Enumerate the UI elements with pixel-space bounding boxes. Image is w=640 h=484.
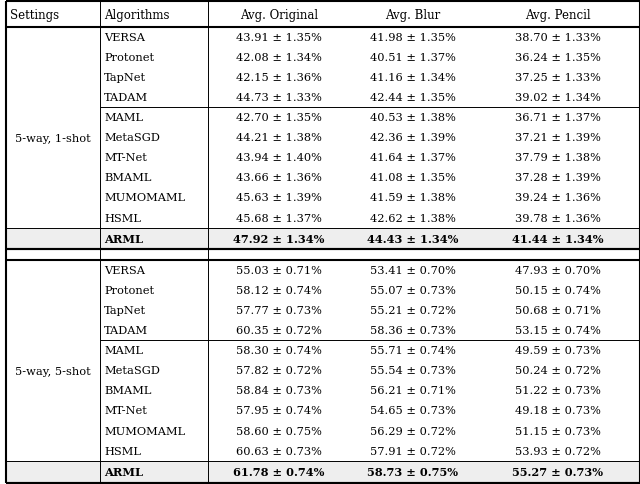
Text: 44.73 ± 1.33%: 44.73 ± 1.33% xyxy=(236,93,322,103)
Text: 42.36 ± 1.39%: 42.36 ± 1.39% xyxy=(370,133,456,143)
Text: 41.59 ± 1.38%: 41.59 ± 1.38% xyxy=(370,193,456,203)
Text: 37.25 ± 1.33%: 37.25 ± 1.33% xyxy=(515,73,600,83)
Text: 57.82 ± 0.72%: 57.82 ± 0.72% xyxy=(236,365,322,376)
Text: 58.60 ± 0.75%: 58.60 ± 0.75% xyxy=(236,426,322,436)
Text: 37.21 ± 1.39%: 37.21 ± 1.39% xyxy=(515,133,600,143)
Text: HSML: HSML xyxy=(104,213,141,223)
Text: 56.21 ± 0.71%: 56.21 ± 0.71% xyxy=(370,386,456,395)
Text: 57.77 ± 0.73%: 57.77 ± 0.73% xyxy=(236,305,322,316)
Text: 43.66 ± 1.36%: 43.66 ± 1.36% xyxy=(236,173,322,183)
Text: 47.93 ± 0.70%: 47.93 ± 0.70% xyxy=(515,265,600,275)
Text: 39.02 ± 1.34%: 39.02 ± 1.34% xyxy=(515,93,600,103)
Text: MT-Net: MT-Net xyxy=(104,406,147,416)
Text: Settings: Settings xyxy=(10,9,60,21)
Text: 43.94 ± 1.40%: 43.94 ± 1.40% xyxy=(236,153,322,163)
Text: 42.44 ± 1.35%: 42.44 ± 1.35% xyxy=(370,93,456,103)
Text: 51.15 ± 0.73%: 51.15 ± 0.73% xyxy=(515,426,600,436)
Text: MUMOMAML: MUMOMAML xyxy=(104,193,185,203)
Bar xyxy=(6,228,640,250)
Text: 55.71 ± 0.74%: 55.71 ± 0.74% xyxy=(370,346,456,355)
Text: Avg. Blur: Avg. Blur xyxy=(385,9,440,21)
Text: 41.64 ± 1.37%: 41.64 ± 1.37% xyxy=(370,153,456,163)
Text: ARML: ARML xyxy=(104,466,143,477)
Text: 38.70 ± 1.33%: 38.70 ± 1.33% xyxy=(515,32,600,43)
Text: MetaSGD: MetaSGD xyxy=(104,133,160,143)
Text: 44.43 ± 1.34%: 44.43 ± 1.34% xyxy=(367,234,458,244)
Text: 55.07 ± 0.73%: 55.07 ± 0.73% xyxy=(370,286,456,295)
Text: MAML: MAML xyxy=(104,346,143,355)
Text: ARML: ARML xyxy=(104,234,143,244)
Text: 42.62 ± 1.38%: 42.62 ± 1.38% xyxy=(370,213,456,223)
Text: 58.36 ± 0.73%: 58.36 ± 0.73% xyxy=(370,325,456,335)
Text: TADAM: TADAM xyxy=(104,93,148,103)
Text: 49.59 ± 0.73%: 49.59 ± 0.73% xyxy=(515,346,600,355)
Text: 41.98 ± 1.35%: 41.98 ± 1.35% xyxy=(370,32,456,43)
Text: 41.08 ± 1.35%: 41.08 ± 1.35% xyxy=(370,173,456,183)
Text: Protonet: Protonet xyxy=(104,53,154,63)
Text: MAML: MAML xyxy=(104,113,143,123)
Text: 39.24 ± 1.36%: 39.24 ± 1.36% xyxy=(515,193,600,203)
Text: 37.28 ± 1.39%: 37.28 ± 1.39% xyxy=(515,173,600,183)
Text: 54.65 ± 0.73%: 54.65 ± 0.73% xyxy=(370,406,456,416)
Text: 57.91 ± 0.72%: 57.91 ± 0.72% xyxy=(370,446,456,456)
Text: TapNet: TapNet xyxy=(104,73,146,83)
Bar xyxy=(6,461,640,483)
Text: 53.41 ± 0.70%: 53.41 ± 0.70% xyxy=(370,265,456,275)
Text: 58.73 ± 0.75%: 58.73 ± 0.75% xyxy=(367,466,458,477)
Text: TADAM: TADAM xyxy=(104,325,148,335)
Text: 36.71 ± 1.37%: 36.71 ± 1.37% xyxy=(515,113,600,123)
Text: 60.35 ± 0.72%: 60.35 ± 0.72% xyxy=(236,325,322,335)
Text: 51.22 ± 0.73%: 51.22 ± 0.73% xyxy=(515,386,600,395)
Text: HSML: HSML xyxy=(104,446,141,456)
Text: 60.63 ± 0.73%: 60.63 ± 0.73% xyxy=(236,446,322,456)
Text: 36.24 ± 1.35%: 36.24 ± 1.35% xyxy=(515,53,600,63)
Text: 45.63 ± 1.39%: 45.63 ± 1.39% xyxy=(236,193,322,203)
Text: 55.03 ± 0.71%: 55.03 ± 0.71% xyxy=(236,265,322,275)
Text: 45.68 ± 1.37%: 45.68 ± 1.37% xyxy=(236,213,322,223)
Text: 47.92 ± 1.34%: 47.92 ± 1.34% xyxy=(234,234,325,244)
Text: BMAML: BMAML xyxy=(104,386,152,395)
Text: 5-way, 1-shot: 5-way, 1-shot xyxy=(15,134,91,144)
Text: Algorithms: Algorithms xyxy=(104,9,170,21)
Text: 5-way, 5-shot: 5-way, 5-shot xyxy=(15,366,91,377)
Text: 58.84 ± 0.73%: 58.84 ± 0.73% xyxy=(236,386,322,395)
Text: 58.30 ± 0.74%: 58.30 ± 0.74% xyxy=(236,346,322,355)
Text: 42.08 ± 1.34%: 42.08 ± 1.34% xyxy=(236,53,322,63)
Text: 42.70 ± 1.35%: 42.70 ± 1.35% xyxy=(236,113,322,123)
Text: TapNet: TapNet xyxy=(104,305,146,316)
Text: Protonet: Protonet xyxy=(104,286,154,295)
Text: 43.91 ± 1.35%: 43.91 ± 1.35% xyxy=(236,32,322,43)
Text: 56.29 ± 0.72%: 56.29 ± 0.72% xyxy=(370,426,456,436)
Text: 41.44 ± 1.34%: 41.44 ± 1.34% xyxy=(512,234,604,244)
Text: 53.15 ± 0.74%: 53.15 ± 0.74% xyxy=(515,325,600,335)
Text: 50.24 ± 0.72%: 50.24 ± 0.72% xyxy=(515,365,600,376)
Text: Avg. Pencil: Avg. Pencil xyxy=(525,9,591,21)
Text: 61.78 ± 0.74%: 61.78 ± 0.74% xyxy=(234,466,325,477)
Text: 39.78 ± 1.36%: 39.78 ± 1.36% xyxy=(515,213,600,223)
Text: VERSA: VERSA xyxy=(104,265,145,275)
Text: 50.68 ± 0.71%: 50.68 ± 0.71% xyxy=(515,305,600,316)
Text: MT-Net: MT-Net xyxy=(104,153,147,163)
Text: 40.53 ± 1.38%: 40.53 ± 1.38% xyxy=(370,113,456,123)
Text: 57.95 ± 0.74%: 57.95 ± 0.74% xyxy=(236,406,322,416)
Text: 53.93 ± 0.72%: 53.93 ± 0.72% xyxy=(515,446,600,456)
Text: 55.21 ± 0.72%: 55.21 ± 0.72% xyxy=(370,305,456,316)
Text: 44.21 ± 1.38%: 44.21 ± 1.38% xyxy=(236,133,322,143)
Text: BMAML: BMAML xyxy=(104,173,152,183)
Text: MetaSGD: MetaSGD xyxy=(104,365,160,376)
Text: 50.15 ± 0.74%: 50.15 ± 0.74% xyxy=(515,286,600,295)
Text: 55.27 ± 0.73%: 55.27 ± 0.73% xyxy=(512,466,603,477)
Text: 55.54 ± 0.73%: 55.54 ± 0.73% xyxy=(370,365,456,376)
Text: 41.16 ± 1.34%: 41.16 ± 1.34% xyxy=(370,73,456,83)
Text: 37.79 ± 1.38%: 37.79 ± 1.38% xyxy=(515,153,600,163)
Text: VERSA: VERSA xyxy=(104,32,145,43)
Text: 49.18 ± 0.73%: 49.18 ± 0.73% xyxy=(515,406,600,416)
Text: 40.51 ± 1.37%: 40.51 ± 1.37% xyxy=(370,53,456,63)
Text: Avg. Original: Avg. Original xyxy=(240,9,318,21)
Text: 42.15 ± 1.36%: 42.15 ± 1.36% xyxy=(236,73,322,83)
Text: 58.12 ± 0.74%: 58.12 ± 0.74% xyxy=(236,286,322,295)
Text: MUMOMAML: MUMOMAML xyxy=(104,426,185,436)
